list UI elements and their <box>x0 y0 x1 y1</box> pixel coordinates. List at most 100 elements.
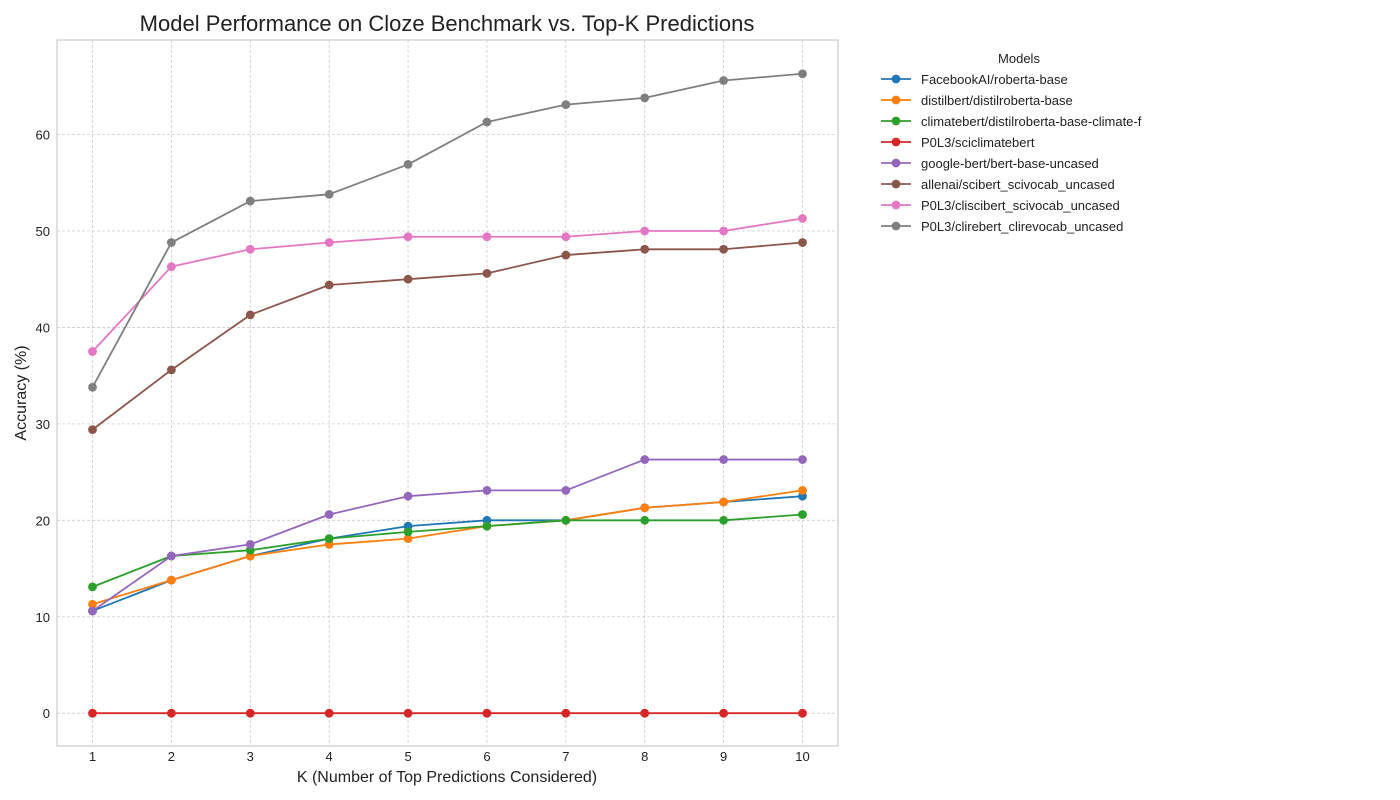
data-point <box>561 486 571 495</box>
data-point <box>482 708 492 718</box>
legend-label: P0L3/cliscibert_scivocab_uncased <box>921 198 1120 213</box>
y-tick-label: 10 <box>36 610 50 625</box>
legend-label: climatebert/distilroberta-base-climate-f <box>921 114 1142 129</box>
data-point <box>403 527 413 537</box>
data-point <box>640 708 650 718</box>
data-point <box>640 515 650 525</box>
legend-marker <box>891 221 901 231</box>
data-point <box>798 238 807 247</box>
legend-marker <box>891 116 901 126</box>
legend-label: allenai/scibert_scivocab_uncased <box>921 177 1115 192</box>
legend-label: FacebookAI/roberta-base <box>921 72 1068 87</box>
data-point <box>166 238 176 247</box>
data-point <box>324 510 334 519</box>
data-point <box>561 250 571 260</box>
x-tick-label: 4 <box>326 749 333 764</box>
y-tick-label: 0 <box>43 706 50 721</box>
legend-item: google-bert/bert-base-uncased <box>881 156 1099 171</box>
data-point <box>88 425 97 435</box>
legend: Models FacebookAI/roberta-base distilbert… <box>881 51 1142 234</box>
legend-item: P0L3/clirebert_clirevocab_uncased <box>881 219 1123 234</box>
series-line <box>91 217 803 353</box>
data-point <box>561 232 571 242</box>
data-point <box>403 274 413 284</box>
series-4 <box>88 455 807 616</box>
legend-marker <box>891 179 901 189</box>
x-tick-label: 3 <box>247 749 254 764</box>
data-point <box>324 189 334 199</box>
y-tick-label: 30 <box>36 417 50 432</box>
x-tick-label: 10 <box>795 749 809 764</box>
y-axis-label: Accuracy (%) <box>13 345 30 440</box>
x-tick-label: 6 <box>483 749 490 764</box>
data-point <box>798 708 807 718</box>
data-point <box>719 76 729 85</box>
data-point <box>403 534 413 544</box>
data-point <box>88 708 97 718</box>
legend-marker <box>891 95 901 105</box>
series <box>88 69 807 718</box>
y-tick-label: 60 <box>36 128 50 143</box>
data-point <box>245 196 255 206</box>
data-point <box>245 708 255 718</box>
series-line <box>91 241 803 431</box>
legend-item: distilbert/distilroberta-base <box>881 93 1073 108</box>
data-point <box>640 226 650 236</box>
x-tick-label: 9 <box>720 749 727 764</box>
data-point <box>166 708 176 718</box>
data-point <box>482 486 492 495</box>
x-tick-label: 8 <box>641 749 648 764</box>
legend-label: distilbert/distilroberta-base <box>921 93 1073 108</box>
data-point <box>88 347 97 356</box>
legend-marker <box>891 74 901 84</box>
data-point <box>88 606 97 616</box>
data-point <box>798 486 807 495</box>
data-point <box>324 708 334 718</box>
data-point <box>640 244 650 254</box>
legend-label: P0L3/clirebert_clirevocab_uncased <box>921 219 1123 234</box>
data-point <box>719 244 729 254</box>
data-point <box>324 280 334 290</box>
y-tick-label: 40 <box>36 320 50 335</box>
legend-item: FacebookAI/roberta-base <box>881 72 1068 87</box>
grid <box>57 40 838 746</box>
data-point <box>798 455 807 464</box>
data-point <box>640 93 650 103</box>
data-point <box>166 262 176 272</box>
data-point <box>403 708 413 718</box>
data-point <box>482 521 492 531</box>
data-point <box>166 575 176 585</box>
data-point <box>798 214 807 223</box>
data-point <box>166 551 176 561</box>
data-point <box>245 244 255 254</box>
data-point <box>403 491 413 501</box>
data-point <box>561 708 571 718</box>
legend-marker <box>891 137 901 147</box>
series-line <box>92 513 803 588</box>
legend-marker <box>891 200 901 210</box>
x-tick-label: 7 <box>562 749 569 764</box>
series-line <box>91 458 803 612</box>
y-tick-label: 20 <box>36 513 50 528</box>
data-point <box>561 515 571 525</box>
data-point <box>245 540 255 549</box>
data-point <box>798 69 807 79</box>
y-tick-label: 50 <box>36 224 50 239</box>
chart-title: Model Performance on Cloze Benchmark vs.… <box>140 11 755 36</box>
data-point <box>403 160 413 169</box>
x-tick-label: 1 <box>89 749 96 764</box>
data-point <box>88 599 97 609</box>
data-point <box>719 455 729 464</box>
series-3 <box>88 708 807 718</box>
legend-title: Models <box>998 51 1040 66</box>
data-point <box>403 232 413 242</box>
data-point <box>798 510 807 519</box>
data-point <box>88 582 97 592</box>
series-line <box>91 72 803 388</box>
data-point <box>482 117 492 127</box>
series-line <box>92 489 803 606</box>
legend-marker <box>891 158 901 168</box>
plot-frame <box>56 39 839 747</box>
legend-item: climatebert/distilroberta-base-climate-f <box>881 114 1142 129</box>
